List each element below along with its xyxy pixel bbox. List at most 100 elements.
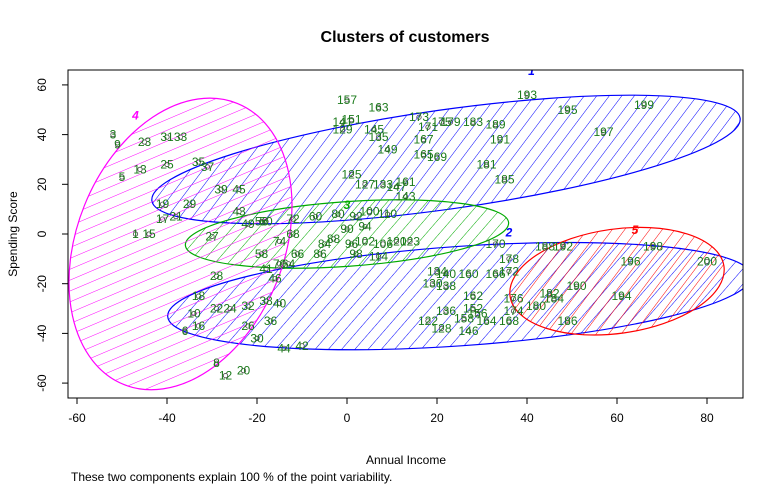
data-point (141, 139, 148, 145)
data-point (339, 127, 346, 133)
point-label: 42 (295, 339, 309, 353)
data-point (159, 201, 166, 207)
data-point (330, 236, 337, 242)
point-label: 37 (201, 160, 215, 174)
data-point (407, 238, 413, 245)
point-label: 20 (237, 364, 251, 378)
point-label: 72 (286, 212, 300, 226)
data-point (285, 261, 292, 267)
data-point (362, 238, 368, 245)
data-point (429, 281, 436, 287)
x-axis: -60 -40 -20 0 20 40 60 80 (68, 397, 714, 425)
data-point (290, 231, 296, 237)
point-label: 17 (156, 212, 170, 226)
point-label: 185 (494, 172, 514, 186)
data-point (294, 251, 301, 257)
point-label: 26 (241, 319, 255, 333)
point-label: 110 (378, 207, 397, 221)
x-axis-label: Annual Income (366, 453, 446, 467)
data-point (506, 268, 512, 274)
data-point (299, 343, 305, 349)
point-label: 15 (142, 227, 156, 241)
point-label: 176 (503, 292, 523, 306)
point-label: 100 (359, 205, 379, 219)
data-point (650, 243, 656, 250)
data-point (564, 318, 571, 324)
data-point (384, 146, 391, 153)
data-point (380, 181, 386, 187)
data-point (344, 97, 350, 103)
point-label: 162 (463, 289, 483, 303)
point-label: 46 (268, 272, 282, 286)
data-point (344, 226, 350, 232)
data-point (416, 114, 422, 120)
point-label: 1 (132, 227, 139, 241)
point-label: 80 (331, 207, 345, 221)
cluster-4-label: 4 (131, 109, 139, 123)
data-point (393, 238, 400, 245)
data-point (465, 271, 472, 277)
data-point (371, 127, 377, 133)
point-label: 49 (241, 217, 255, 231)
data-point (177, 134, 184, 140)
y-tick-label: 40 (35, 128, 49, 142)
point-label: 36 (264, 314, 278, 328)
point-label: 102 (355, 234, 375, 248)
point-label: 24 (223, 302, 237, 316)
y-axis-label: Spending Score (6, 191, 20, 277)
x-tick-label: 40 (520, 411, 534, 425)
data-point (425, 124, 431, 130)
point-label: 8 (213, 356, 220, 370)
point-label: 58 (255, 247, 269, 261)
point-label: 33 (174, 130, 188, 144)
y-tick-label: -20 (35, 275, 49, 293)
point-label: 60 (309, 210, 323, 224)
cluster-1-label: 1 (528, 64, 535, 78)
data-point (510, 296, 517, 302)
point-label: 157 (337, 93, 357, 107)
data-point (627, 258, 634, 264)
point-label: 129 (332, 123, 352, 137)
data-point (173, 214, 179, 220)
data-point (362, 181, 368, 187)
point-label: 195 (557, 103, 577, 117)
data-point (195, 323, 202, 329)
point-label: 143 (395, 190, 415, 204)
data-point (443, 308, 449, 314)
point-label: 168 (499, 314, 519, 328)
cluster-4-ellipse (68, 97, 293, 391)
point-label: 169 (427, 150, 447, 164)
data-point (258, 218, 265, 225)
point-label: 197 (593, 125, 613, 139)
data-point (353, 214, 359, 220)
data-point (240, 368, 247, 374)
data-point (438, 325, 445, 332)
data-point (483, 161, 490, 168)
point-label: 3 (110, 128, 117, 142)
data-point (276, 300, 283, 307)
data-point (551, 296, 557, 302)
point-label: 140 (436, 267, 456, 281)
data-point (443, 271, 449, 277)
data-point (420, 151, 427, 158)
data-point (159, 216, 166, 222)
point-label: 21 (169, 210, 183, 224)
data-point (533, 303, 539, 309)
point-label: 199 (634, 98, 654, 112)
data-point (704, 258, 710, 264)
point-label: 23 (138, 135, 152, 149)
point-label: 136 (436, 304, 456, 318)
data-point (186, 201, 193, 207)
point-label: 175 (431, 115, 451, 129)
point-label: 135 (368, 130, 388, 144)
x-tick-label: 20 (430, 411, 444, 425)
data-point (204, 164, 211, 170)
point-label: 27 (205, 229, 219, 243)
point-label: 31 (160, 130, 174, 144)
data-point (384, 211, 391, 217)
point-label: 156 (467, 307, 487, 321)
data-point (438, 119, 445, 125)
data-point (447, 119, 454, 125)
data-point (492, 241, 499, 247)
